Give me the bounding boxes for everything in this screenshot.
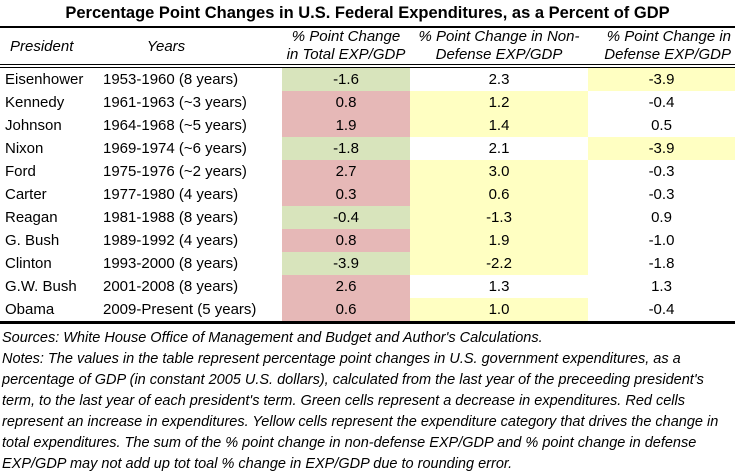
col-header-defense-line2: Defense EXP/GDP xyxy=(604,46,731,63)
cell-years: 1977-1980 (4 years) xyxy=(103,186,239,203)
cell-total: 0.6 xyxy=(282,298,410,323)
table-title: Percentage Point Changes in U.S. Federal… xyxy=(0,0,735,28)
cell-nondefense: 2.3 xyxy=(488,71,510,88)
col-header-years: Years xyxy=(100,28,282,68)
table-row: G. Bush 1989-1992 (4 years) 0.8 1.9 -1.0 xyxy=(0,229,735,252)
col-header-defense-line1: % Point Change in xyxy=(606,28,731,45)
cell-president: Kennedy xyxy=(5,94,65,111)
table-row: Nixon 1969-1974 (~6 years) -1.8 2.1 -3.9 xyxy=(0,137,735,160)
cell-defense: -1.0 xyxy=(648,232,675,249)
cell-total: -1.8 xyxy=(282,137,410,160)
col-header-president: President xyxy=(0,28,100,68)
table-row: Reagan 1981-1988 (8 years) -0.4 -1.3 0.9 xyxy=(0,206,735,229)
cell-total: 0.8 xyxy=(282,91,410,114)
cell-years: 2001-2008 (8 years) xyxy=(103,278,239,295)
table-row: Johnson 1964-1968 (~5 years) 1.9 1.4 0.5 xyxy=(0,114,735,137)
table-row: Carter 1977-1980 (4 years) 0.3 0.6 -0.3 xyxy=(0,183,735,206)
cell-defense: -1.8 xyxy=(648,255,675,272)
cell-total: 0.3 xyxy=(282,183,410,206)
table-row: Ford 1975-1976 (~2 years) 2.7 3.0 -0.3 xyxy=(0,160,735,183)
cell-defense: -3.9 xyxy=(588,137,735,160)
col-header-total-line1: % Point Change xyxy=(291,28,401,45)
table-body: Eisenhower 1953-1960 (8 years) -1.6 2.3 -3.9… xyxy=(0,66,735,323)
cell-nondefense: 1.9 xyxy=(410,229,588,252)
cell-total: 1.9 xyxy=(282,114,410,137)
cell-years: 1969-1974 (~6 years) xyxy=(103,140,247,157)
cell-nondefense: 1.4 xyxy=(410,114,588,137)
cell-president: Eisenhower xyxy=(5,71,84,88)
table-row: Clinton 1993-2000 (8 years) -3.9 -2.2 -1.8 xyxy=(0,252,735,275)
expenditure-table: President Years % Point Change in Total … xyxy=(0,28,735,324)
cell-nondefense: 1.3 xyxy=(488,278,510,295)
notes-text: Notes: The values in the table represent… xyxy=(2,351,719,472)
cell-president: Nixon xyxy=(5,140,44,157)
cell-nondefense: 1.2 xyxy=(410,91,588,114)
col-header-total-line2: in Total EXP/GDP xyxy=(286,46,406,63)
cell-years: 1953-1960 (8 years) xyxy=(103,71,239,88)
cell-president: G. Bush xyxy=(5,232,60,249)
cell-total: 2.6 xyxy=(282,275,410,298)
table-row: G.W. Bush 2001-2008 (8 years) 2.6 1.3 1.3 xyxy=(0,275,735,298)
col-header-nondefense-line2: Defense EXP/GDP xyxy=(435,46,563,63)
col-header-defense-exp: % Point Change in Defense EXP/GDP xyxy=(588,28,735,68)
cell-defense: -0.4 xyxy=(648,301,675,318)
cell-years: 1989-1992 (4 years) xyxy=(103,232,239,249)
cell-defense: -0.3 xyxy=(648,186,675,203)
cell-years: 1981-1988 (8 years) xyxy=(103,209,239,226)
cell-president: Carter xyxy=(5,186,47,203)
cell-years: 1993-2000 (8 years) xyxy=(103,255,239,272)
cell-president: Reagan xyxy=(5,209,58,226)
sources-note: Sources: White House Office of Managemen… xyxy=(2,330,543,346)
cell-defense: 0.9 xyxy=(651,209,672,226)
cell-president: G.W. Bush xyxy=(5,278,77,295)
cell-nondefense: 0.6 xyxy=(410,183,588,206)
cell-defense: 0.5 xyxy=(651,117,672,134)
cell-total: -3.9 xyxy=(282,252,410,275)
cell-president: Johnson xyxy=(5,117,62,134)
cell-total: -0.4 xyxy=(282,206,410,229)
cell-president: Obama xyxy=(5,301,55,318)
cell-years: 1964-1968 (~5 years) xyxy=(103,117,247,134)
cell-years: 1961-1963 (~3 years) xyxy=(103,94,247,111)
cell-years: 2009-Present (5 years) xyxy=(103,301,257,318)
col-header-nondefense-exp: % Point Change in Non- Defense EXP/GDP xyxy=(410,28,588,68)
cell-defense: 1.3 xyxy=(651,278,672,295)
cell-nondefense: 3.0 xyxy=(410,160,588,183)
table-row: Eisenhower 1953-1960 (8 years) -1.6 2.3 -3.9 xyxy=(0,66,735,91)
cell-total: 2.7 xyxy=(282,160,410,183)
col-header-nondefense-line1: % Point Change in Non- xyxy=(418,28,580,45)
cell-nondefense: -2.2 xyxy=(410,252,588,275)
cell-president: Ford xyxy=(5,163,36,180)
table-row: Kennedy 1961-1963 (~3 years) 0.8 1.2 -0.4 xyxy=(0,91,735,114)
cell-defense: -0.4 xyxy=(648,94,675,111)
cell-nondefense: 2.1 xyxy=(488,140,510,157)
table-row: Obama 2009-Present (5 years) 0.6 1.0 -0.4 xyxy=(0,298,735,323)
cell-nondefense: -1.3 xyxy=(410,206,588,229)
cell-nondefense: 1.0 xyxy=(410,298,588,323)
table-footnotes: Sources: White House Office of Managemen… xyxy=(0,324,735,475)
cell-years: 1975-1976 (~2 years) xyxy=(103,163,247,180)
col-header-total-exp: % Point Change in Total EXP/GDP xyxy=(282,28,410,68)
table-header: President Years % Point Change in Total … xyxy=(0,28,735,68)
cell-defense: -3.9 xyxy=(588,66,735,91)
cell-president: Clinton xyxy=(5,255,52,272)
cell-defense: -0.3 xyxy=(648,163,675,180)
cell-total: -1.6 xyxy=(282,66,410,91)
cell-total: 0.8 xyxy=(282,229,410,252)
